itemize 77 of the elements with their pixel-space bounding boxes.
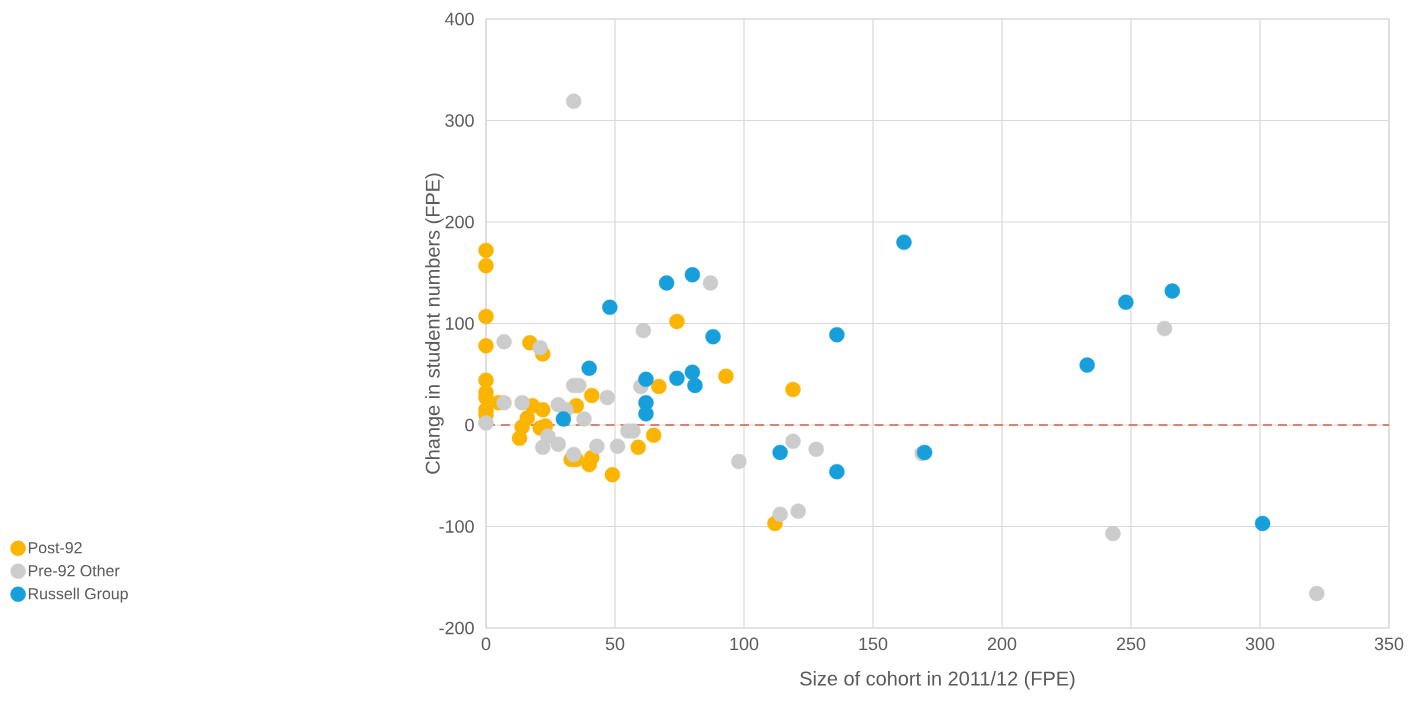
point [478, 308, 494, 325]
point [496, 334, 512, 350]
point [718, 368, 734, 384]
point [772, 506, 788, 523]
point [1309, 585, 1325, 602]
point [1079, 357, 1095, 373]
y-tick-label: 400 [444, 12, 474, 26]
point [602, 299, 618, 315]
point [584, 387, 600, 404]
point [609, 438, 626, 455]
legend-label: Post-92 [28, 542, 82, 554]
point [599, 389, 615, 406]
point [896, 234, 912, 250]
point [684, 267, 701, 283]
point [705, 328, 721, 345]
point [550, 436, 566, 452]
point [540, 428, 556, 444]
point [496, 394, 512, 411]
point [535, 402, 551, 418]
point [630, 439, 646, 456]
point [808, 441, 824, 458]
point [790, 503, 806, 519]
point [478, 338, 494, 354]
point [638, 406, 654, 422]
point [478, 257, 494, 274]
point [604, 467, 621, 483]
point [1118, 294, 1134, 310]
x-tick-label: 200 [987, 637, 1017, 651]
x-tick-label: 100 [730, 637, 759, 651]
x-tick-label: 150 [859, 637, 888, 651]
point [635, 322, 652, 339]
y-tick-label: 300 [445, 114, 474, 127]
point [731, 453, 747, 470]
point [1254, 515, 1271, 532]
legend-label: Pre-92 Other [28, 564, 120, 577]
point [1164, 283, 1180, 299]
x-tick-label: 350 [1374, 637, 1404, 651]
point [581, 360, 597, 376]
x-tick-label: 0 [481, 637, 491, 651]
point [555, 411, 572, 427]
point [658, 275, 675, 291]
point [478, 242, 494, 259]
y-tick-label: 100 [445, 317, 474, 330]
point [478, 415, 494, 431]
legend-label: Russell Group [28, 587, 128, 603]
point [651, 378, 667, 395]
point [511, 430, 528, 446]
point [829, 326, 845, 343]
point [589, 438, 605, 455]
x-tick-label: 250 [1116, 637, 1146, 651]
point [514, 394, 530, 411]
point [1105, 525, 1121, 542]
point [669, 313, 685, 330]
x-tick-label: 50 [605, 637, 625, 651]
y-tick-label: 0 [465, 418, 474, 432]
y-axis-title: Change in student numbers (FPE) [425, 173, 444, 474]
point [669, 370, 685, 387]
point [829, 463, 845, 480]
point [772, 444, 788, 461]
y-tick-label: -100 [439, 520, 474, 533]
point [684, 364, 701, 380]
y-tick-label: 200 [445, 215, 474, 229]
x-axis-title: Size of cohort in 2011/12 (FPE) [800, 670, 1075, 690]
point [785, 433, 801, 449]
y-tick-label: -200 [439, 621, 474, 635]
point [638, 371, 654, 388]
point [566, 93, 582, 109]
point [785, 381, 801, 398]
point [1156, 320, 1173, 337]
point [566, 446, 582, 463]
point [646, 427, 662, 443]
point [532, 340, 548, 356]
point [576, 411, 592, 427]
point [581, 456, 597, 473]
point [702, 275, 719, 291]
x-tick-label: 300 [1245, 637, 1275, 651]
point [687, 377, 703, 394]
